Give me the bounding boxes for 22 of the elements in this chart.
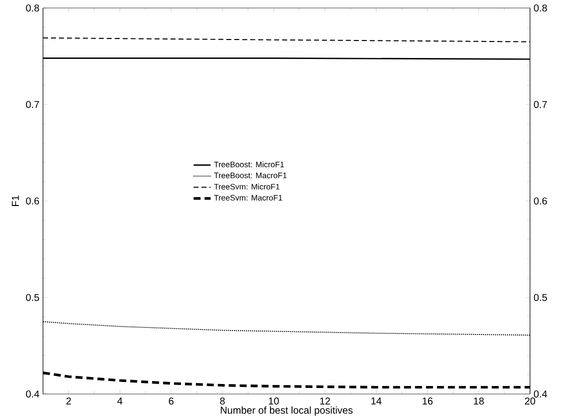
x-tick-label: 16 [422,398,433,405]
y-tick-label: 0.8 [26,4,40,12]
y-tick-label: 0.4 [26,390,40,398]
y-tick-label: 0.6 [26,197,40,205]
y-tick-label: 0.7 [26,100,39,108]
y2-tick-label: 0.5 [534,294,547,302]
x-axis-title: Number of best local positives [220,406,353,416]
y2-tick-label: 0.6 [534,197,547,205]
y-axis-title: F1 [12,196,19,206]
x-tick-label: 14 [371,398,382,404]
y2-tick-label: 0.7 [534,100,547,108]
x-tick-label: 18 [474,398,484,405]
x-tick-label: 20 [524,398,536,405]
x-tick-label: 2 [66,398,71,404]
x-tick-label: 6 [168,398,174,405]
y-tick-label: 0.5 [26,294,40,302]
x-tick-label: 12 [320,398,330,404]
x-tick-label: 4 [117,398,122,404]
x-tick-label: 10 [268,398,279,405]
y2-tick-label: 0.8 [534,4,547,12]
y2-tick-label: 0.4 [534,390,548,398]
x-tick-label: 8 [220,398,225,405]
